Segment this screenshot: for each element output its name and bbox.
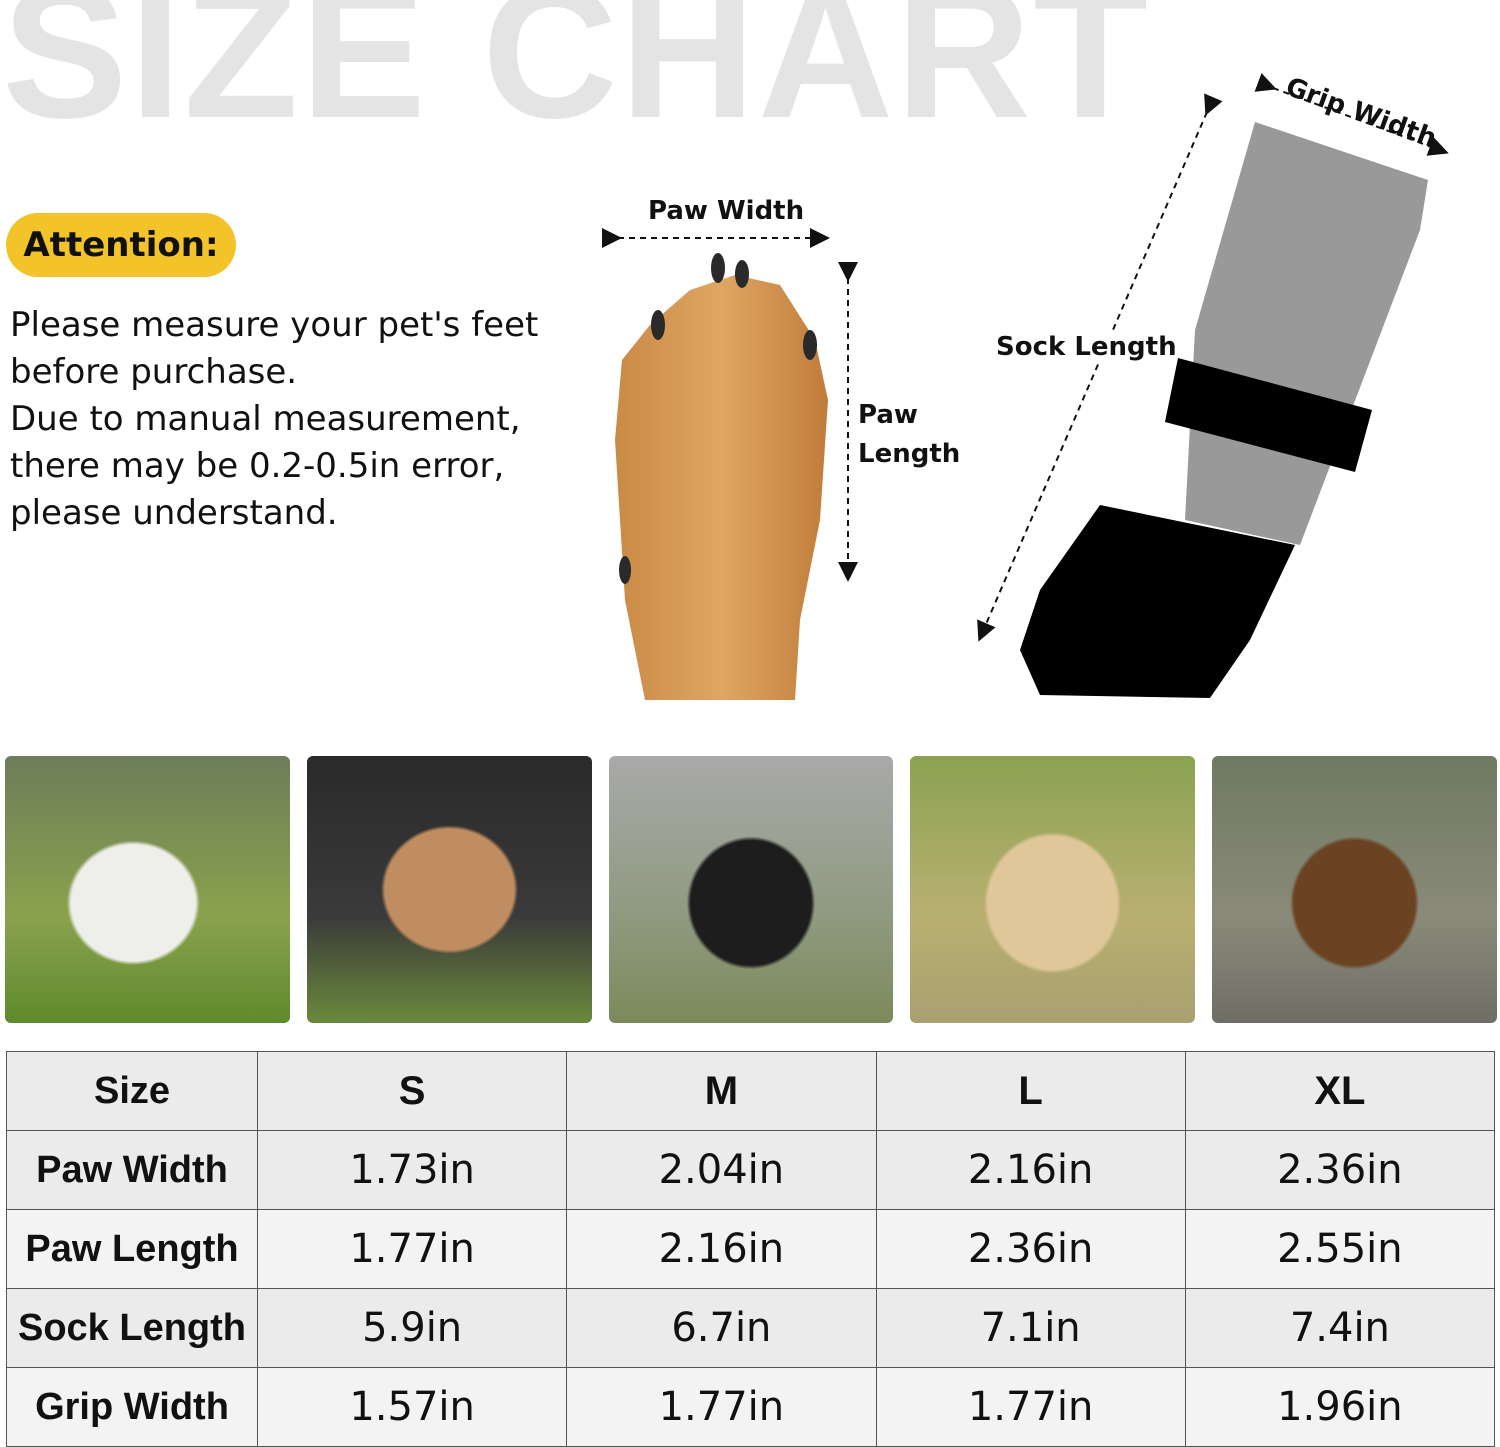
table-cell: 5.9in [256,1288,568,1368]
header-cell: S [256,1051,568,1131]
table-cell: 1.77in [256,1209,568,1289]
table-cell: 1.77in [875,1367,1186,1447]
note-line: there may be 0.2-0.5in error, [10,446,505,486]
dog-photo-small [5,756,290,1023]
measurement-diagram [602,73,1449,700]
table-cell: 2.36in [875,1209,1186,1289]
header-cell: M [566,1051,877,1131]
table-cell: 1.57in [256,1367,568,1447]
table-row: Paw Width 1.73in 2.04in 2.16in 2.36in [6,1130,1496,1210]
table-cell: 1.73in [256,1130,568,1210]
sock-length-arrow [977,93,1223,642]
table-cell: 7.1in [875,1288,1186,1368]
table-header-row: Size S M L XL [6,1051,1496,1131]
table-cell: 2.04in [566,1130,877,1210]
table-cell: 7.4in [1184,1288,1496,1368]
row-label: Paw Width [6,1130,258,1210]
table-cell: 2.55in [1184,1209,1496,1289]
row-label: Paw Length [6,1209,258,1289]
page-title: SIZE CHART [2,0,1150,157]
table-cell: 2.16in [566,1209,877,1289]
header-cell: Size [6,1051,258,1131]
header-cell: XL [1184,1051,1496,1131]
dog-photo-large [608,756,894,1023]
table-cell: 2.16in [875,1130,1186,1210]
note-line: before purchase. [10,352,298,392]
paw-width-label: Paw Width [648,196,805,226]
paw-length-label-2: Length [858,439,961,469]
paw-length-label: Paw [858,400,918,430]
row-label: Grip Width [6,1367,258,1447]
sock-illustration [1020,122,1428,698]
table-row: Paw Length 1.77in 2.16in 2.36in 2.55in [6,1209,1496,1289]
paw-photo [615,253,828,700]
size-table: Size S M L XL Paw Width 1.73in 2.04in 2.… [6,1051,1496,1447]
attention-badge: Attention: [6,213,236,277]
note-line: please understand. [10,493,338,533]
table-cell: 6.7in [566,1288,877,1368]
table-row: Grip Width 1.57in 1.77in 1.77in 1.96in [6,1367,1496,1447]
header-cell: L [875,1051,1186,1131]
attention-note: Please measure your pet's feet before pu… [10,302,570,537]
table-row: Sock Length 5.9in 6.7in 7.1in 7.4in [6,1288,1496,1368]
dog-photo-xlarge-shepherd [1212,756,1497,1023]
note-line: Due to manual measurement, [10,399,521,439]
sock-length-label: Sock Length [996,332,1177,362]
table-cell: 1.77in [566,1367,877,1447]
dog-photo-medium [306,756,592,1023]
row-label: Sock Length [6,1288,258,1368]
dog-photo-row [5,756,1497,1023]
table-cell: 1.96in [1184,1367,1496,1447]
note-line: Please measure your pet's feet [10,305,539,345]
dog-photo-xlarge-labrador [910,756,1196,1023]
grip-width-arrow [1254,73,1449,156]
table-cell: 2.36in [1184,1130,1496,1210]
